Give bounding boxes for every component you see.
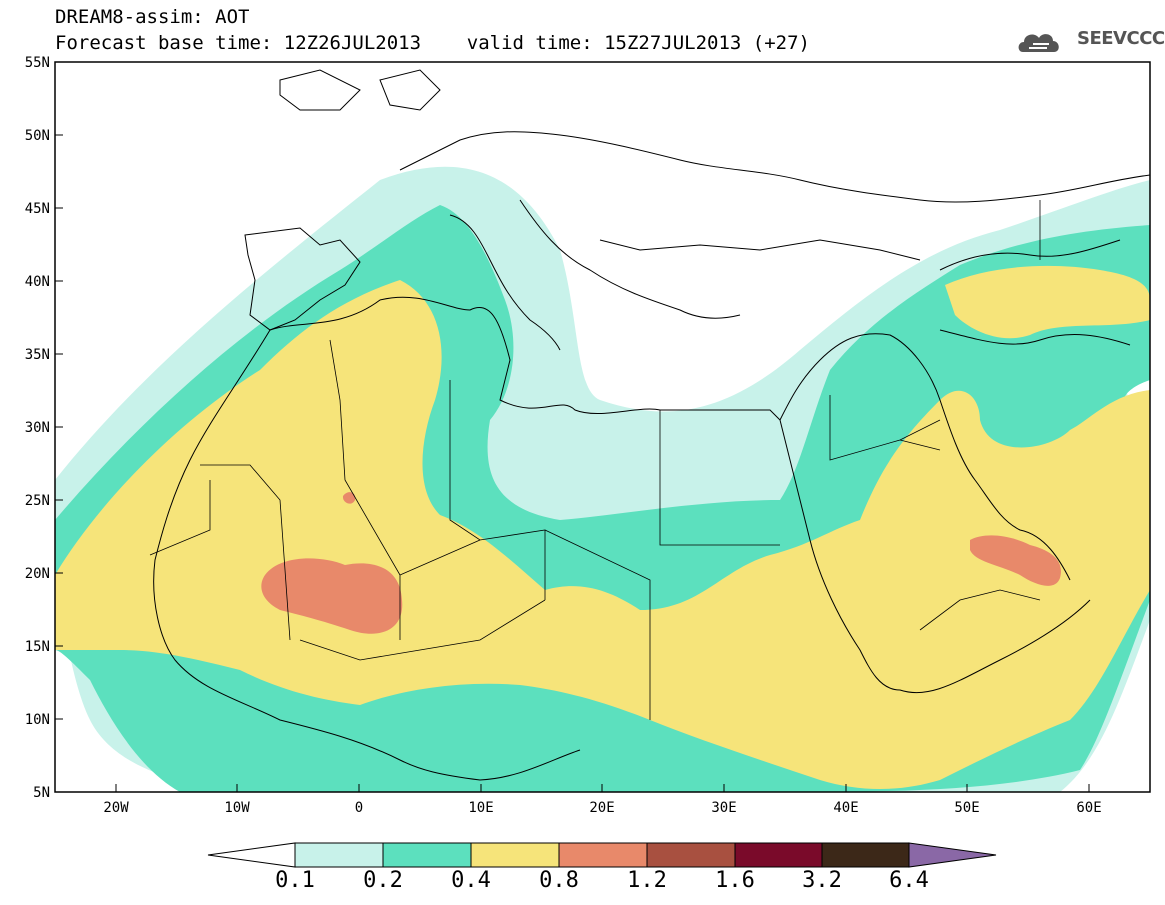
colorbar-cell-1-6 — [734, 842, 823, 868]
lat-label-35n: 35N — [25, 347, 50, 363]
lat-label-50n: 50N — [25, 128, 50, 144]
colorbar-label-0-8: 0.8 — [539, 868, 579, 893]
colorbar-cell-0-8 — [558, 842, 648, 868]
lon-label-40e: 40E — [833, 800, 858, 816]
colorbar-label-0-2: 0.2 — [363, 868, 403, 893]
logo-text: SEEVCCC — [1077, 28, 1165, 49]
colorbar-over-triangle — [908, 842, 997, 868]
lat-label-5n: 5N — [33, 785, 50, 801]
aot-band-0-8 — [261, 492, 1061, 634]
lat-label-55n: 55N — [25, 55, 50, 71]
lon-label-60e: 60E — [1076, 800, 1101, 816]
colorbar-label-3-2: 3.2 — [802, 868, 842, 893]
colorbar-label-0-4: 0.4 — [451, 868, 491, 893]
lat-label-15n: 15N — [25, 639, 50, 655]
colorbar-cell-1-2 — [646, 842, 736, 868]
lon-label-20w: 20W — [103, 800, 129, 816]
lon-label-10w: 10W — [224, 800, 250, 816]
colorbar-cell-3-2 — [821, 842, 910, 868]
colorbar-label-0-1: 0.1 — [275, 868, 315, 893]
colorbar-label-1-2: 1.2 — [627, 868, 667, 893]
colorbar — [207, 842, 997, 868]
colorbar-cell-0-2 — [382, 842, 472, 868]
lat-label-20n: 20N — [25, 566, 50, 582]
lat-label-45n: 45N — [25, 201, 50, 217]
lat-label-30n: 30N — [25, 420, 50, 436]
lat-axis: 55N 50N 45N 40N 35N 30N 25N 20N 15N 10N … — [25, 55, 63, 801]
lon-label-0: 0 — [355, 800, 363, 816]
lat-label-25n: 25N — [25, 493, 50, 509]
colorbar-under-triangle — [207, 842, 296, 868]
aot-band-0-4 — [55, 265, 1150, 789]
lon-label-20e: 20E — [589, 800, 614, 816]
lon-label-10e: 10E — [468, 800, 493, 816]
seevccc-cloud-logo-icon — [1018, 34, 1059, 52]
title-line-1: DREAM8-assim: AOT — [55, 6, 250, 28]
title-line-2: Forecast base time: 12Z26JUL2013 valid t… — [55, 32, 810, 54]
colorbar-label-1-6: 1.6 — [715, 868, 755, 893]
lat-label-40n: 40N — [25, 274, 50, 290]
coastlines — [153, 69, 1150, 781]
colorbar-cell-0-1 — [294, 842, 384, 868]
lon-axis: 20W 10W 0 10E 20E 30E 40E 50E 60E — [103, 784, 1102, 816]
lat-label-10n: 10N — [25, 712, 50, 728]
lon-label-50e: 50E — [954, 800, 979, 816]
colorbar-label-6-4: 6.4 — [889, 868, 929, 893]
lon-label-30e: 30E — [711, 800, 736, 816]
country-borders — [149, 200, 1041, 720]
colorbar-cell-0-4 — [470, 842, 560, 868]
